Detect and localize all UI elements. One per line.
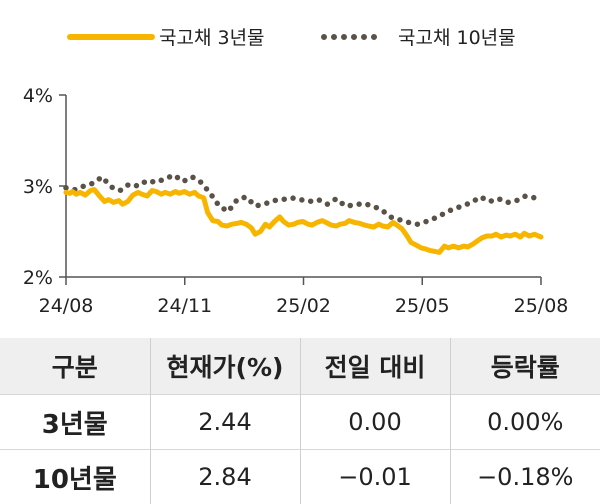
- chart-series: [63, 172, 544, 255]
- header-current-yield: 현재가(%): [149, 338, 300, 395]
- row-label-10y: 10년물: [0, 449, 150, 504]
- cell-current-yield: 2.44: [149, 394, 300, 450]
- series-line-3y: [63, 187, 544, 255]
- y-tick-label: 3%: [23, 176, 53, 198]
- chart-axes: 2% 3% 4% 24/08 24/11 25/02 25/05 25/08: [23, 85, 569, 317]
- cell-current-yield: 2.84: [149, 449, 300, 504]
- y-tick-label: 2%: [23, 267, 53, 289]
- yield-line-chart: 국고채 3년물 국고채 10년물 2% 3% 4% 24/08 24/11 25/02 25…: [23, 27, 569, 317]
- x-tick-label: 24/11: [157, 295, 212, 317]
- x-tick-label: 25/05: [395, 295, 450, 317]
- chart-legend: 국고채 3년물 국고채 10년물: [67, 27, 516, 49]
- header-change-rate: 등락률: [449, 338, 600, 395]
- x-tick-label: 25/02: [276, 295, 331, 317]
- legend-label-10y: 국고채 10년물: [398, 27, 516, 49]
- cell-day-change: −0.01: [299, 449, 450, 504]
- table-row: 10년물 2.84 −0.01 −0.18%: [0, 449, 600, 504]
- table-row: 3년물 2.44 0.00 0.00%: [0, 394, 600, 450]
- header-category: 구분: [0, 338, 150, 395]
- series-line-10y: [63, 172, 544, 227]
- table-header-row: 구분 현재가(%) 전일 대비 등락률: [0, 338, 600, 395]
- cell-change-rate: −0.18%: [449, 449, 600, 504]
- legend-label-3y: 국고채 3년물: [159, 27, 265, 49]
- cell-change-rate: 0.00%: [449, 394, 600, 450]
- x-tick-label: 25/08: [514, 295, 569, 317]
- row-label-3y: 3년물: [0, 394, 150, 450]
- y-tick-label: 4%: [23, 85, 53, 107]
- header-day-change: 전일 대비: [299, 338, 450, 395]
- cell-day-change: 0.00: [299, 394, 450, 450]
- yield-summary-table: 구분 현재가(%) 전일 대비 등락률 3년물 2.44 0.00 0.00% …: [0, 338, 600, 504]
- x-tick-label: 24/08: [39, 295, 94, 317]
